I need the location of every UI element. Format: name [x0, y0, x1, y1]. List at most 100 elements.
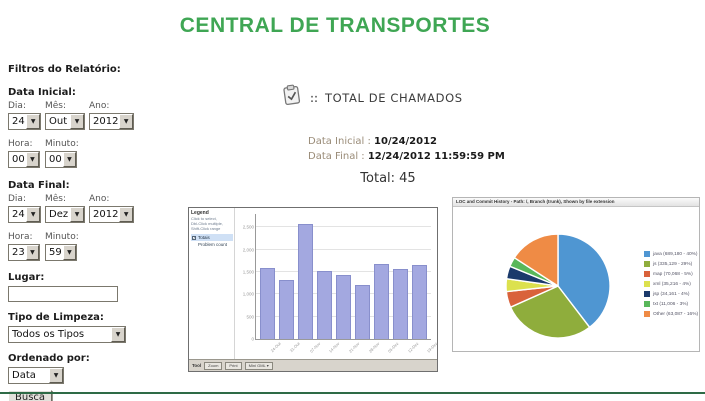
mes-label: Mês:	[45, 194, 67, 204]
legend-hint: Dbl-Click multiple,	[191, 221, 224, 226]
x-axis-tick-label: 21-Nov	[347, 341, 361, 354]
pie-legend-item: xml (35,216 - 4%)	[644, 281, 698, 287]
legend-swatch	[644, 301, 650, 307]
legend-tree-item[interactable]: ✓ Totais	[191, 234, 233, 241]
bar	[317, 271, 332, 339]
legend-item-label: txt (11,006 - 3%)	[653, 301, 689, 307]
chart-toolbar-button[interactable]: Zoom	[204, 361, 223, 370]
chevron-down-icon[interactable]: ▼	[26, 114, 40, 129]
bar	[393, 269, 408, 339]
legend-swatch	[644, 281, 650, 287]
gridline	[256, 248, 431, 250]
chevron-down-icon[interactable]: ▼	[70, 114, 84, 129]
data-final-line: Data Final : 12/24/2012 11:59:59 PM	[308, 151, 505, 162]
dia-label: Dia:	[8, 194, 26, 204]
tipo-limpeza-select[interactable]: Todos os Tipos ▼	[8, 326, 126, 343]
pie-chart-svg	[505, 233, 611, 339]
data-inicial-mes-select[interactable]: Out ▼	[45, 113, 85, 130]
ordenado-label: Ordenado por:	[8, 353, 90, 364]
pie-legend-item: map (70,068 - 5%)	[644, 271, 698, 277]
data-inicial-hora-value: 00	[12, 154, 25, 165]
chart-toolbar-button[interactable]: Mini GML ▾	[244, 361, 273, 370]
legend-swatch	[644, 291, 650, 297]
data-inicial-mes-value: Out	[49, 116, 68, 127]
chevron-down-icon[interactable]: ▼	[119, 207, 133, 222]
chevron-down-icon[interactable]: ▼	[62, 152, 76, 167]
data-inicial-dia-select[interactable]: 24 ▼	[8, 113, 41, 130]
legend-item-label: Problem count	[198, 242, 228, 247]
data-final-minuto-select[interactable]: 59 ▼	[45, 244, 77, 261]
legend-tree-item[interactable]: Problem count	[191, 241, 233, 248]
data-inicial-minuto-select[interactable]: 00 ▼	[45, 151, 77, 168]
legend-swatch	[644, 251, 650, 257]
filters-title: Filtros do Relatório:	[8, 64, 121, 75]
ano-label: Ano:	[89, 194, 110, 204]
legend-hint: Shift-Click range	[191, 226, 221, 231]
chevron-down-icon[interactable]: ▼	[111, 327, 125, 342]
checkbox[interactable]: ✓	[192, 235, 196, 240]
mes-label: Mês:	[45, 101, 67, 111]
chevron-down-icon[interactable]: ▼	[25, 152, 39, 167]
gridline	[256, 226, 431, 228]
x-axis-tick-label: 14-Nov	[328, 341, 341, 354]
pie-legend-item: java (689,180 - 40%)	[644, 251, 698, 257]
chevron-down-icon[interactable]: ▼	[70, 207, 84, 222]
bar	[374, 264, 389, 339]
chevron-down-icon[interactable]: ▼	[49, 368, 63, 383]
report-dates: Data Inicial : 10/24/2012 Data Final : 1…	[308, 136, 505, 166]
data-final-dia-value: 24	[12, 209, 25, 220]
busca-button[interactable]: Busca	[8, 390, 53, 401]
data-final-ano-value: 2012	[93, 209, 119, 220]
toolbar-label: Tool	[192, 363, 202, 368]
bar-xaxis-labels: 24-Out 31-Out 07-Nov 14-Nov 21-Nov 28-Nov 05-D…	[255, 340, 438, 358]
bar-chart-legend-panel: Legend Click to select, Dbl-Click multipl…	[189, 208, 235, 359]
tipo-limpeza-value: Todos os Tipos	[12, 329, 85, 340]
bar	[298, 223, 313, 339]
data-inicial-ano-select[interactable]: 2012 ▼	[89, 113, 134, 130]
data-inicial-hora-select[interactable]: 00 ▼	[8, 151, 40, 168]
y-axis-tick-label: 500	[246, 314, 254, 320]
pie-chart-title: LOC and Commit History - Path: /, Branch…	[453, 198, 699, 207]
ordenado-select[interactable]: Data ▼	[8, 367, 64, 384]
bar	[355, 284, 370, 339]
x-axis-tick-label: 28-Nov	[367, 341, 380, 354]
data-final-line-label: Data Final :	[308, 151, 365, 162]
data-final-line-value: 12/24/2012 11:59:59 PM	[367, 151, 505, 162]
hora-label: Hora:	[8, 232, 33, 242]
data-final-mes-select[interactable]: Dez ▼	[45, 206, 85, 223]
legend-hints: Click to select, Dbl-Click multiple, Shift…	[191, 216, 233, 231]
pie-legend-item: txt (11,006 - 3%)	[644, 301, 698, 307]
bar-chart-plot-wrap: 0 500 1,000 1,500 2,000 2,500	[235, 208, 437, 359]
data-final-hora-select[interactable]: 23 ▼	[8, 244, 40, 261]
bar-chart-panel: Legend Click to select, Dbl-Click multipl…	[188, 207, 439, 372]
data-final-ano-select[interactable]: 2012 ▼	[89, 206, 134, 223]
legend-item-label: js (335,129 - 29%)	[653, 261, 693, 267]
pie-chart-body: java (689,180 - 40%) js (335,129 - 29%) ma…	[453, 207, 699, 351]
minuto-label: Minuto:	[45, 139, 79, 149]
chevron-down-icon[interactable]: ▼	[62, 245, 76, 260]
data-final-dia-select[interactable]: 24 ▼	[8, 206, 41, 223]
chart-toolbar-button[interactable]: Print	[225, 361, 242, 370]
chevron-down-icon[interactable]: ▼	[25, 245, 39, 260]
chevron-down-icon[interactable]: ▼	[26, 207, 40, 222]
legend-item-label: map (70,068 - 5%)	[653, 271, 693, 277]
data-final-minuto-value: 59	[49, 247, 62, 258]
data-final-mes-value: Dez	[49, 209, 69, 220]
report-filters-sidebar: Filtros do Relatório: Data Inicial: Dia:…	[8, 64, 148, 401]
legend-title: Legend	[191, 210, 209, 216]
ordenado-value: Data	[12, 370, 36, 381]
x-axis-tick-label: 24-Out	[269, 341, 282, 354]
data-inicial-label: Data Inicial:	[8, 87, 76, 98]
legend-swatch	[644, 271, 650, 277]
chevron-down-icon[interactable]: ▼	[119, 114, 133, 129]
bar-plot-area: 0 500 1,000 1,500 2,000 2,500	[243, 214, 431, 342]
pie-chart-panel: LOC and Commit History - Path: /, Branch…	[452, 197, 700, 352]
gridline	[256, 271, 431, 273]
pie-slice-java	[557, 233, 611, 329]
lugar-input[interactable]	[8, 286, 118, 302]
legend-tree: ✓ Totais Problem count	[191, 234, 233, 248]
x-axis-tick-label: 05-Dez	[386, 341, 400, 354]
y-axis-tick-label: 1,000	[242, 291, 254, 297]
page-title: CENTRAL DE TRANSPORTES	[179, 14, 491, 37]
